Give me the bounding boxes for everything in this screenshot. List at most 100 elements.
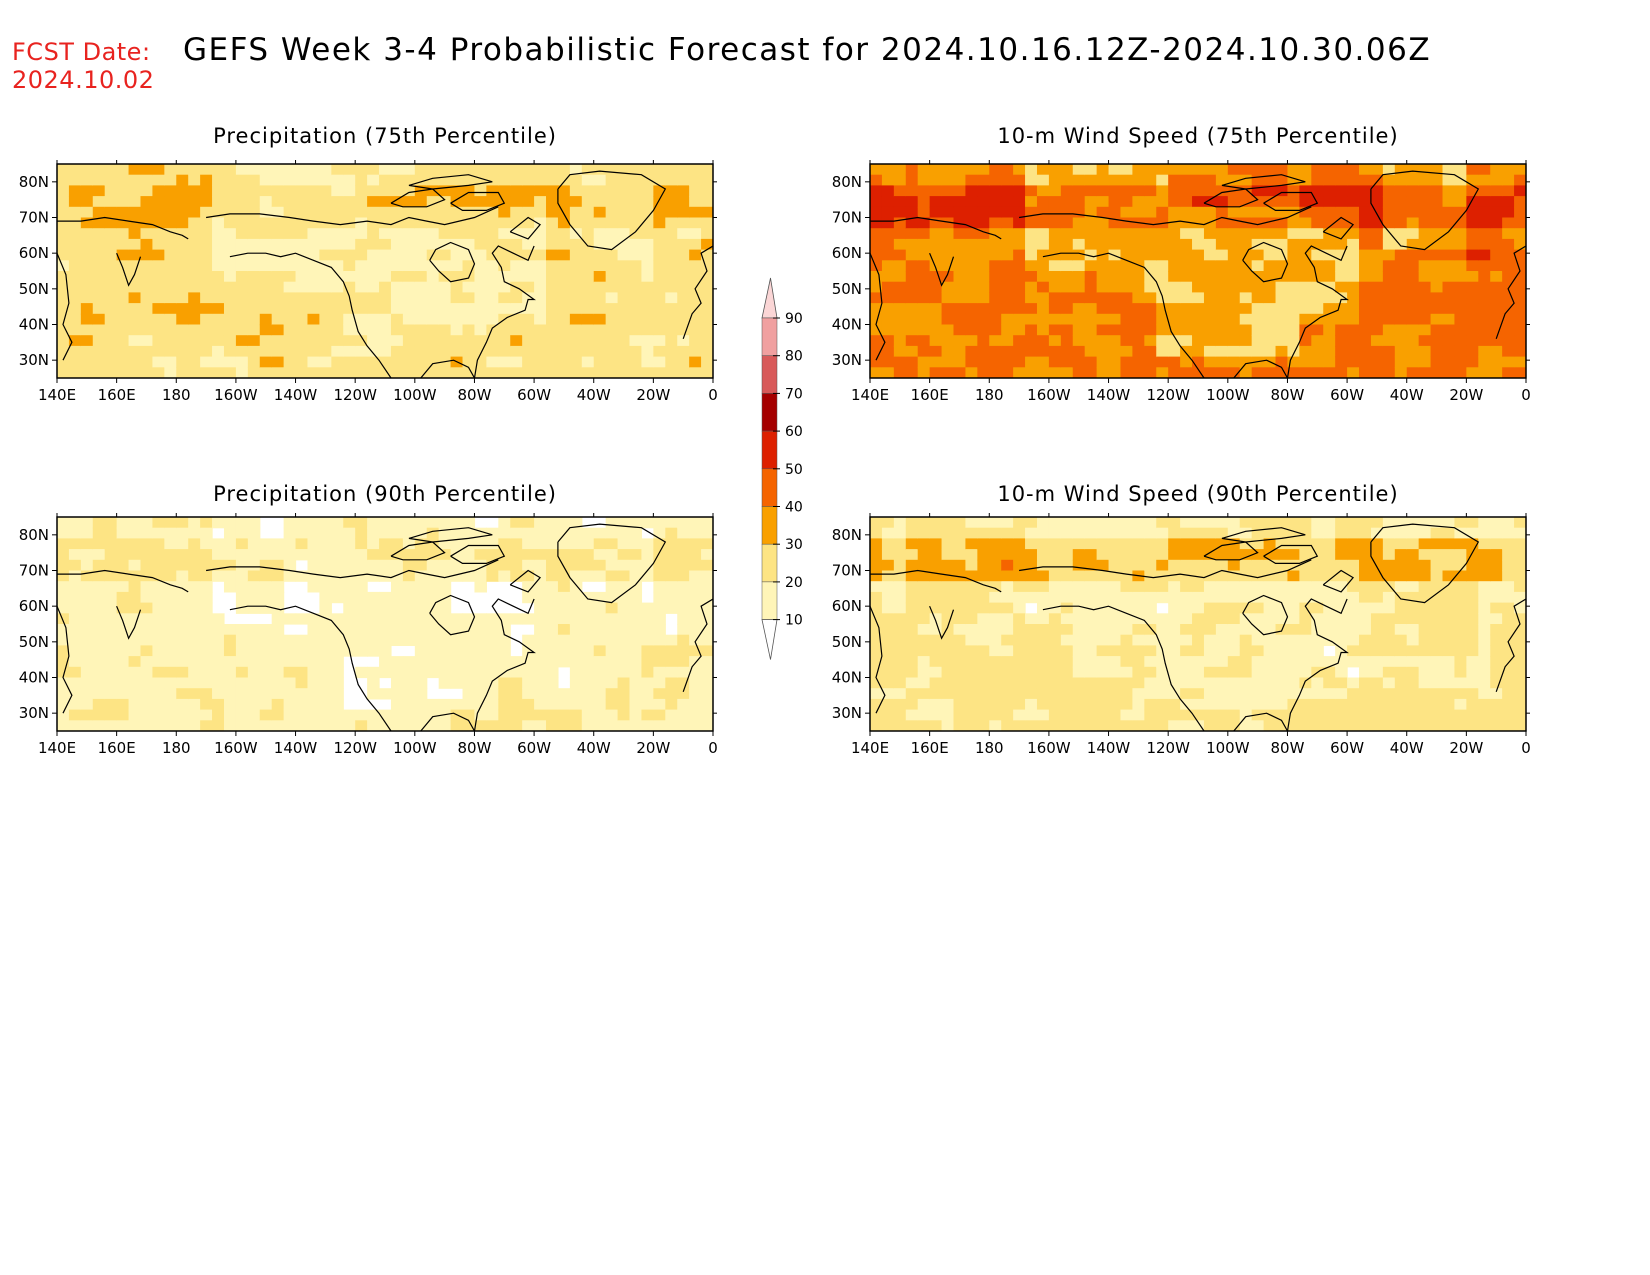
lon-tick-label: 20W: [1449, 739, 1483, 757]
lon-tick-label: 120W: [1146, 386, 1190, 404]
map-panel-precip75: 140E 160E 180 160W 140W 120W 100W 80W 60W 40W 20W 0…: [19, 160, 718, 404]
lon-tick-label: 60W: [1330, 386, 1364, 404]
colorbar-segment: [761, 506, 778, 545]
forecast-maps: 140E 160E 180 160W 140W 120W 100W 80W 60W 40W 20W 0…: [19, 160, 1531, 757]
coastlines-precip75: [57, 170, 713, 378]
lon-tick-label: 60W: [1330, 739, 1364, 757]
lon-tick-label: 120W: [1146, 739, 1190, 757]
coastlines-precip90: [57, 523, 713, 731]
lon-tick-label: 140W: [1087, 386, 1131, 404]
map-panel-wind75: 140E 160E 180 160W 140W 120W 100W 80W 60W 40W 20W 0…: [832, 160, 1531, 404]
contour-field-wind75: [870, 164, 1526, 378]
lon-tick-label: 20W: [636, 386, 670, 404]
lon-tick-label: 120W: [333, 386, 377, 404]
forecast-date-label: FCST Date:: [12, 38, 151, 66]
panel-title-precip75: Precipitation (75th Percentile): [213, 124, 557, 148]
lon-tick-label: 180: [975, 386, 1004, 404]
lon-tick-label: 140E: [38, 739, 76, 757]
colorbar-label: 90: [785, 311, 803, 327]
panel-title-wind90: 10-m Wind Speed (90th Percentile): [997, 482, 1399, 506]
colorbar-label: 70: [785, 386, 803, 402]
colorbar-segment: [761, 543, 778, 583]
lon-tick-label: 80W: [1270, 739, 1304, 757]
map-panel-precip90: 140E 160E 180 160W 140W 120W 100W 80W 60W 40W 20W 0…: [19, 513, 718, 757]
panel-title-precip90: Precipitation (90th Percentile): [213, 482, 557, 506]
lat-tick-label: 60N: [19, 597, 49, 615]
lon-tick-label: 0: [708, 739, 718, 757]
colorbar-segment: [761, 581, 778, 620]
lon-tick-label: 20W: [636, 739, 670, 757]
lon-tick-label: 180: [162, 739, 191, 757]
lat-tick-label: 40N: [19, 316, 49, 334]
map-frame-precip75: [56, 163, 714, 379]
lon-tick-label: 140E: [851, 739, 889, 757]
lon-tick-label: 80W: [457, 386, 491, 404]
lon-tick-label: 60W: [517, 739, 551, 757]
lat-tick-label: 40N: [19, 669, 49, 687]
lon-tick-label: 160E: [98, 386, 136, 404]
lat-tick-label: 40N: [832, 316, 862, 334]
colorbar-label: 20: [785, 575, 803, 591]
colorbar-segment: [761, 393, 778, 432]
contour-field-wind90: [870, 517, 1526, 731]
colorbar-segment: [761, 430, 778, 470]
lon-tick-label: 140W: [274, 739, 318, 757]
lat-tick-label: 30N: [19, 704, 49, 722]
lon-tick-label: 60W: [517, 386, 551, 404]
lon-tick-label: 160E: [911, 386, 949, 404]
colorbar-label: 50: [785, 462, 803, 478]
lon-tick-label: 140E: [851, 386, 889, 404]
colorbar-label: 80: [785, 349, 803, 365]
coastlines-wind90: [870, 523, 1526, 731]
lon-tick-label: 160W: [214, 386, 258, 404]
lon-tick-label: 160E: [911, 739, 949, 757]
colorbar-segment: [761, 317, 778, 356]
lat-tick-label: 80N: [19, 173, 49, 191]
lon-tick-label: 40W: [1390, 386, 1424, 404]
lat-tick-label: 80N: [832, 173, 862, 191]
lon-tick-label: 160W: [214, 739, 258, 757]
colorbar-segment: [761, 355, 778, 394]
colorbar-label: 30: [785, 537, 803, 553]
colorbar-label: 60: [785, 424, 803, 440]
lon-tick-label: 140E: [38, 386, 76, 404]
lon-tick-label: 100W: [393, 386, 437, 404]
lon-tick-label: 0: [1521, 739, 1531, 757]
map-frame-precip90: [56, 516, 714, 732]
forecast-date-value: 2024.10.02: [12, 66, 155, 94]
lat-tick-label: 30N: [19, 351, 49, 369]
map-panel-wind90: 140E 160E 180 160W 140W 120W 100W 80W 60W 40W 20W 0…: [832, 513, 1531, 757]
lon-tick-label: 120W: [333, 739, 377, 757]
lon-tick-label: 180: [975, 739, 1004, 757]
coastlines-wind75: [870, 170, 1526, 378]
panel-title-wind75: 10-m Wind Speed (75th Percentile): [997, 124, 1399, 148]
lat-tick-label: 60N: [832, 244, 862, 262]
page-title: GEFS Week 3-4 Probabilistic Forecast for…: [183, 32, 1432, 68]
lon-tick-label: 100W: [393, 739, 437, 757]
lon-tick-label: 40W: [577, 739, 611, 757]
lat-tick-label: 40N: [832, 669, 862, 687]
lat-tick-label: 70N: [832, 209, 862, 227]
lon-tick-label: 140W: [1087, 739, 1131, 757]
lon-tick-label: 100W: [1206, 739, 1250, 757]
lat-tick-label: 80N: [832, 526, 862, 544]
lon-tick-label: 160W: [1027, 739, 1071, 757]
map-frame-wind75: [869, 163, 1527, 379]
lon-tick-label: 160W: [1027, 386, 1071, 404]
lon-tick-label: 40W: [577, 386, 611, 404]
lat-tick-label: 50N: [832, 633, 862, 651]
map-frame-wind90: [869, 516, 1527, 732]
lon-tick-label: 180: [162, 386, 191, 404]
lon-tick-label: 160E: [98, 739, 136, 757]
lat-tick-label: 80N: [19, 526, 49, 544]
forecast-date-block: FCST Date: 2024.10.02: [12, 38, 154, 94]
lat-tick-label: 60N: [832, 597, 862, 615]
lat-tick-label: 50N: [832, 280, 862, 298]
lat-tick-label: 30N: [832, 351, 862, 369]
colorbar-label: 10: [785, 613, 803, 629]
contour-field-precip75: [57, 164, 713, 378]
colorbar-top-arrow: [761, 277, 778, 319]
lon-tick-label: 80W: [1270, 386, 1304, 404]
contour-field-precip90: [57, 517, 713, 731]
lat-tick-label: 70N: [832, 562, 862, 580]
